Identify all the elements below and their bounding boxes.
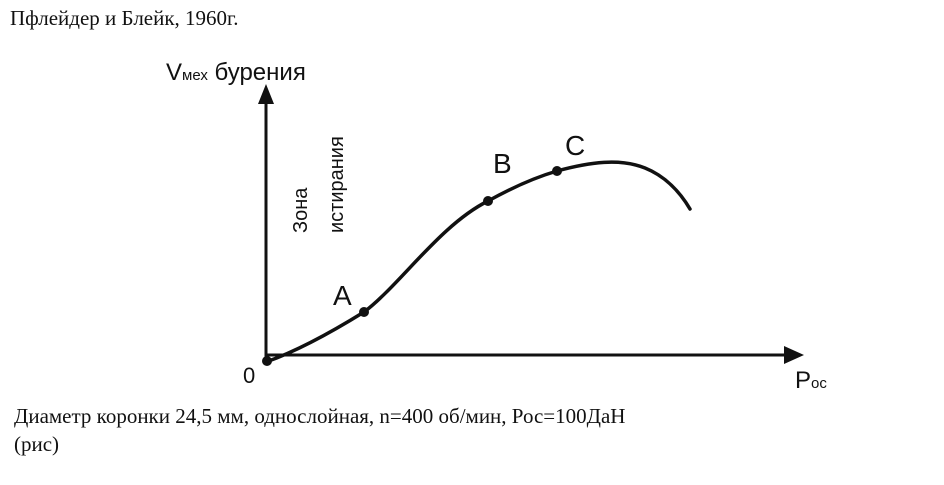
point-a-marker [359, 307, 369, 317]
performance-curve [264, 160, 692, 364]
origin-label: 0 [243, 363, 255, 388]
y-axis-label-rest: бурения [208, 59, 306, 86]
caption-line-1: Диаметр коронки 24,5 мм, однослойная, n=… [14, 404, 626, 428]
zone-label-line2: истирания [326, 136, 348, 233]
point-a-label: A [333, 280, 352, 311]
x-axis-label-main: P [795, 367, 811, 394]
point-b-label: B [493, 148, 512, 179]
origin-point [262, 356, 272, 366]
x-axis-label: Pос [795, 367, 827, 394]
x-axis-label-sub: ос [811, 375, 827, 392]
point-c-marker [552, 166, 562, 176]
caption-line-2: (рис) [14, 432, 60, 456]
point-c-label: C [565, 130, 585, 161]
zone-label-line1: Зона [290, 187, 312, 233]
y-axis-label: Vмех бурения [166, 59, 306, 86]
x-axis-arrow [784, 346, 804, 364]
y-axis-label-sub: мех [182, 67, 208, 84]
y-axis-label-main: V [166, 59, 182, 86]
y-axis-arrow [258, 84, 274, 104]
point-b-marker [483, 196, 493, 206]
header-title: Пфлейдер и Блейк, 1960г. [10, 6, 239, 30]
